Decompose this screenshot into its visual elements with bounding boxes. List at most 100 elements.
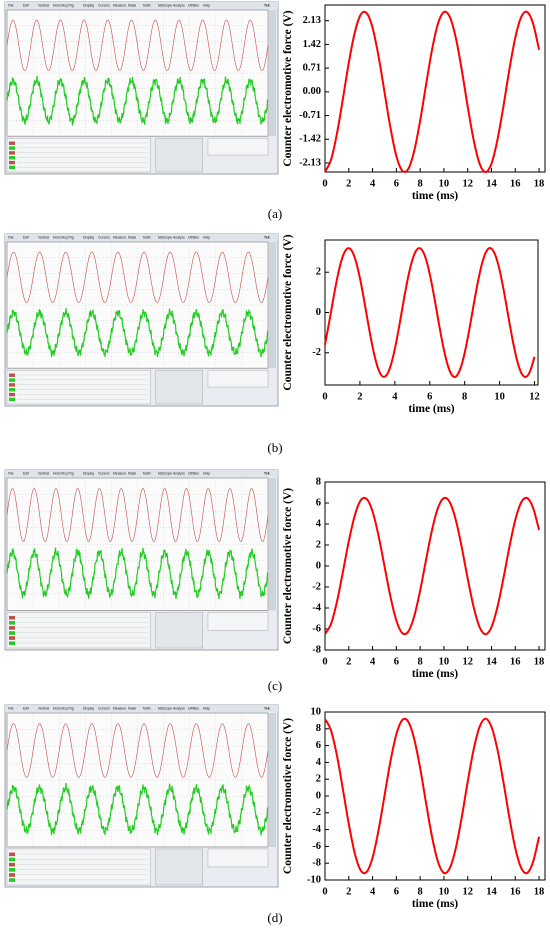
scope-measure-row: [9, 873, 15, 877]
scope-measure-row: [9, 373, 15, 377]
scope-menu-item: Mask: [128, 235, 136, 239]
scope-brand: Tek: [264, 3, 270, 7]
scope-info-panel: [155, 369, 203, 405]
x-tick-label: 12: [462, 886, 473, 897]
scope-brand: Tek: [264, 706, 270, 710]
x-tick-label: 14: [486, 886, 497, 897]
plot-frame: [324, 711, 546, 881]
scope-menu-bar: [5, 2, 278, 9]
y-tick-label: 0.71: [303, 63, 321, 74]
x-tick-label: 0: [322, 656, 327, 667]
scope-menu-item: Measure: [113, 706, 126, 710]
x-axis-label: time (ms): [408, 403, 454, 415]
scope-side-bar: [269, 242, 276, 369]
scope-waveform: [6, 547, 269, 600]
y-tick-label: 4: [316, 757, 322, 768]
scope-menu-bar: [5, 234, 278, 241]
x-tick-label: 6: [394, 656, 399, 667]
y-tick-label: -2: [312, 347, 321, 358]
scope-brand: Tek: [264, 471, 270, 475]
scope-menu-item: Cursors: [98, 471, 110, 475]
scope-measure-panel: [6, 369, 151, 405]
scope-menu-item: Mask: [128, 706, 136, 710]
scope-menu-item: Vertical: [38, 471, 49, 475]
x-tick-label: 4: [370, 886, 376, 897]
y-tick-label: 6: [316, 497, 321, 508]
scope-menu-item: MyScope: [158, 235, 172, 239]
scope-menu-item: Trig: [68, 471, 74, 475]
x-axis-label: time (ms): [412, 898, 458, 910]
x-tick-label: 16: [510, 178, 521, 189]
scope-measure-row: [9, 151, 15, 155]
y-tick-label: 2: [316, 267, 321, 278]
y-tick-label: 6: [316, 740, 321, 751]
y-tick-label: 4: [316, 518, 322, 529]
scope-menu-bar: [5, 470, 278, 477]
scope-info-panel: [155, 612, 203, 649]
scope-menu-item: Trig: [68, 235, 74, 239]
scope-measure-row: [9, 857, 15, 862]
scope-waveform: [6, 76, 269, 126]
scope-menu-item: Horiz/Acq: [53, 706, 68, 710]
x-axis-label: time (ms): [412, 190, 458, 202]
scope-measure-row: [9, 392, 15, 397]
y-axis-label: Counter electromotive force (V): [282, 718, 294, 874]
y-tick-label: 10: [311, 706, 322, 717]
scope-menu-item: Mask: [128, 3, 136, 7]
scope-measure-row: [9, 641, 15, 645]
x-tick-label: 0: [322, 391, 327, 402]
y-tick-label: 2: [316, 774, 321, 785]
x-tick-label: 4: [370, 656, 376, 667]
scope-menu-item: Utilities: [188, 3, 199, 7]
data-line: [324, 247, 536, 378]
scope-menu-item: MyScope: [158, 3, 172, 7]
x-tick-label: 4: [370, 178, 376, 189]
plot-frame: [324, 4, 546, 173]
scope-measure-panel: [6, 612, 151, 649]
scope-measure-row: [9, 621, 15, 625]
x-tick-label: 14: [486, 178, 497, 189]
data-line: [324, 717, 541, 875]
scope-menu-item: Measure: [113, 471, 126, 475]
y-tick-label: -0.71: [299, 110, 321, 121]
scope-menu-item: File: [8, 3, 14, 7]
y-tick-label: -1.42: [299, 134, 321, 145]
y-axis-label: Counter electromotive force (V): [282, 10, 294, 166]
scope-measure-row: [9, 878, 15, 882]
scope-waveform: [6, 723, 269, 778]
y-axis-label: Counter electromotive force (V): [282, 488, 294, 644]
scope-waveform: [6, 307, 269, 358]
y-tick-label: 0: [316, 307, 321, 318]
x-tick-label: 18: [534, 178, 545, 189]
x-tick-label: 8: [462, 391, 467, 402]
scope-side-bar: [269, 10, 276, 137]
x-tick-label: 2: [357, 391, 362, 402]
y-tick-label: 0.00: [303, 86, 321, 97]
scope-menu-item: Horiz/Acq: [53, 3, 68, 7]
scope-menu-item: Edit: [23, 471, 29, 475]
scope-measure-panel: [6, 848, 151, 886]
scope-menu-item: Math: [143, 235, 151, 239]
scope-measure-row: [9, 160, 15, 165]
scope-menu-item: Help: [203, 3, 210, 7]
scope-menu-item: Utilities: [188, 235, 199, 239]
scope-measure-row: [9, 146, 15, 150]
scope-side-bar: [269, 713, 276, 847]
data-line: [324, 496, 541, 636]
scope-menu-item: Display: [83, 471, 94, 475]
x-tick-label: 12: [462, 178, 473, 189]
scope-waveform: [6, 783, 269, 836]
scope-menu-item: Math: [143, 706, 151, 710]
x-tick-label: 0: [322, 886, 327, 897]
data-line: [324, 10, 541, 174]
scope-menu-item: MyScope: [158, 706, 172, 710]
scope-menu-item: Help: [203, 471, 210, 475]
y-axis-label: Counter electromotive force (V): [282, 234, 294, 390]
scope-measure-row: [9, 397, 15, 402]
scope-menu-item: MyScope: [158, 471, 172, 475]
scope-measure-panel: [6, 137, 151, 173]
x-tick-label: 16: [510, 886, 521, 897]
x-tick-label: 6: [394, 178, 399, 189]
scope-menu-item: File: [8, 706, 14, 710]
scope-measure-row: [9, 165, 15, 170]
